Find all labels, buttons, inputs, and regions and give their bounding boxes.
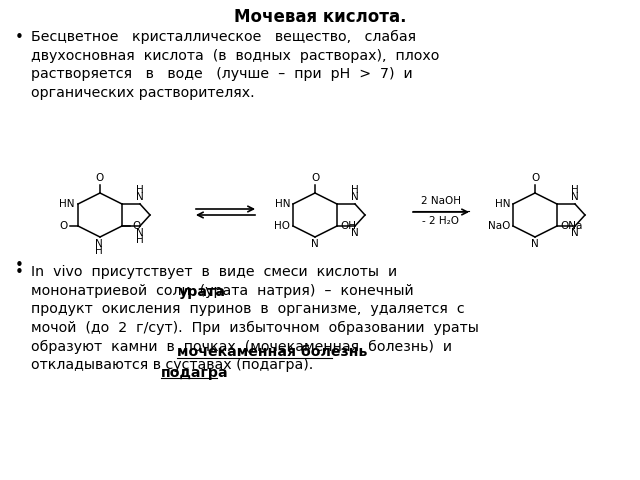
Text: HO: HO: [274, 221, 290, 231]
Text: H: H: [571, 185, 579, 195]
Text: H: H: [136, 235, 144, 245]
Text: подагра: подагра: [161, 366, 228, 380]
Text: Бесцветное   кристаллическое   вещество,   слабая
двухосновная  кислота  (в  вод: Бесцветное кристаллическое вещество, сла…: [31, 30, 440, 100]
Text: ONa: ONa: [560, 221, 582, 231]
Text: N: N: [136, 192, 144, 202]
Text: HN: HN: [275, 199, 290, 209]
Text: H: H: [351, 185, 359, 195]
Text: N: N: [571, 228, 579, 238]
Text: урата: урата: [179, 285, 226, 299]
Text: In  vivo  присутствует  в  виде  смеси  кислоты  и
мононатриевой  соли  (урата  : In vivo присутствует в виде смеси кислот…: [31, 265, 479, 372]
Text: N: N: [95, 239, 103, 249]
Text: N: N: [136, 228, 144, 238]
Text: H: H: [95, 246, 103, 256]
Text: OH: OH: [340, 221, 356, 231]
Text: HN: HN: [60, 199, 75, 209]
Text: N: N: [571, 192, 579, 202]
Text: NaO: NaO: [488, 221, 510, 231]
Text: N: N: [351, 228, 359, 238]
Text: O: O: [531, 173, 539, 183]
Text: - 2 H₂O: - 2 H₂O: [422, 216, 460, 226]
Text: •: •: [15, 258, 24, 273]
Text: O: O: [96, 173, 104, 183]
Text: N: N: [351, 192, 359, 202]
Text: N: N: [531, 239, 539, 249]
Text: •: •: [15, 30, 24, 45]
Text: O: O: [132, 221, 140, 231]
Text: HN: HN: [495, 199, 510, 209]
Text: H: H: [136, 185, 144, 195]
Text: N: N: [311, 239, 319, 249]
Text: O: O: [60, 221, 68, 231]
Text: мочекаменная болезнь: мочекаменная болезнь: [177, 346, 367, 360]
Text: 2 NaOH: 2 NaOH: [421, 196, 461, 206]
Text: Мочевая кислота.: Мочевая кислота.: [234, 8, 406, 26]
Text: O: O: [311, 173, 319, 183]
Text: •: •: [15, 265, 24, 280]
